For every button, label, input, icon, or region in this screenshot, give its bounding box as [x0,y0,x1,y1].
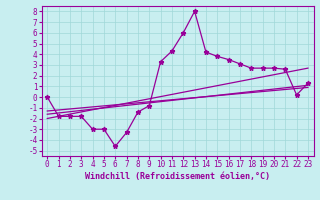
X-axis label: Windchill (Refroidissement éolien,°C): Windchill (Refroidissement éolien,°C) [85,172,270,181]
